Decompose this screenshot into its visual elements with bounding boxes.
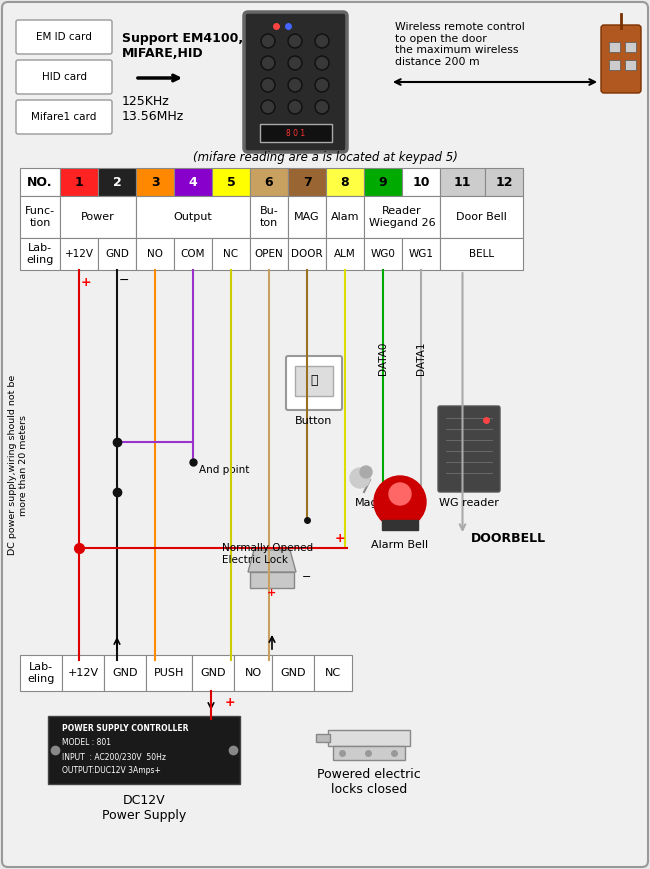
Text: DOOR: DOOR bbox=[291, 249, 323, 259]
Bar bbox=[146, 655, 192, 691]
Text: 2: 2 bbox=[112, 176, 122, 189]
Circle shape bbox=[317, 57, 328, 69]
Text: GND: GND bbox=[105, 249, 129, 259]
Text: Func-
tion: Func- tion bbox=[25, 206, 55, 228]
Bar bbox=[60, 238, 98, 270]
FancyBboxPatch shape bbox=[286, 356, 342, 410]
FancyBboxPatch shape bbox=[16, 60, 112, 94]
Bar bbox=[62, 655, 104, 691]
Text: WG1: WG1 bbox=[408, 249, 434, 259]
Text: 12: 12 bbox=[495, 176, 513, 189]
Text: COM: COM bbox=[181, 249, 205, 259]
FancyBboxPatch shape bbox=[244, 12, 347, 152]
Bar bbox=[250, 196, 288, 238]
FancyBboxPatch shape bbox=[16, 20, 112, 54]
Text: BELL: BELL bbox=[469, 249, 494, 259]
Circle shape bbox=[315, 56, 329, 70]
Bar bbox=[260, 124, 332, 142]
Text: Alarm Bell: Alarm Bell bbox=[371, 540, 428, 550]
Bar bbox=[192, 655, 234, 691]
Text: 125KHz
13.56MHz: 125KHz 13.56MHz bbox=[122, 95, 184, 123]
Bar bbox=[98, 168, 136, 196]
Text: DOORBELL: DOORBELL bbox=[471, 532, 545, 545]
Text: 8: 8 bbox=[341, 176, 349, 189]
Bar bbox=[328, 730, 410, 746]
Circle shape bbox=[288, 100, 302, 114]
Bar bbox=[364, 238, 402, 270]
Text: 4: 4 bbox=[188, 176, 198, 189]
Bar bbox=[60, 168, 98, 196]
Bar bbox=[625, 60, 636, 70]
Circle shape bbox=[261, 34, 275, 48]
Text: +: + bbox=[267, 588, 277, 598]
Circle shape bbox=[317, 79, 328, 90]
Text: 11: 11 bbox=[454, 176, 471, 189]
Text: Magnetic: Magnetic bbox=[355, 498, 406, 508]
Bar bbox=[48, 716, 240, 784]
Text: NO.: NO. bbox=[27, 176, 53, 189]
Circle shape bbox=[317, 102, 328, 112]
Polygon shape bbox=[248, 550, 296, 572]
Text: 6: 6 bbox=[265, 176, 273, 189]
Bar bbox=[174, 238, 212, 270]
Circle shape bbox=[263, 36, 274, 47]
Text: 5: 5 bbox=[227, 176, 235, 189]
Text: +: + bbox=[335, 532, 346, 545]
Circle shape bbox=[350, 468, 370, 488]
Bar bbox=[288, 238, 326, 270]
Text: NC: NC bbox=[325, 668, 341, 678]
Text: 🔑: 🔑 bbox=[310, 374, 318, 387]
Text: 10: 10 bbox=[412, 176, 430, 189]
Bar bbox=[295, 366, 333, 396]
Text: Output: Output bbox=[174, 212, 213, 222]
Bar bbox=[212, 238, 250, 270]
Text: NO: NO bbox=[244, 668, 261, 678]
Circle shape bbox=[289, 57, 300, 69]
Text: GND: GND bbox=[112, 668, 138, 678]
Text: PUSH: PUSH bbox=[154, 668, 184, 678]
Circle shape bbox=[389, 483, 411, 505]
Bar bbox=[136, 238, 174, 270]
Text: Power: Power bbox=[81, 212, 115, 222]
Bar bbox=[20, 196, 60, 238]
Text: MODEL : 801: MODEL : 801 bbox=[62, 738, 111, 747]
Bar bbox=[288, 168, 326, 196]
Bar bbox=[625, 42, 636, 52]
Text: WG reader: WG reader bbox=[439, 498, 499, 508]
Circle shape bbox=[263, 102, 274, 112]
Text: DC12V
Power Supply: DC12V Power Supply bbox=[102, 794, 186, 822]
Bar bbox=[136, 168, 174, 196]
Text: DATA0: DATA0 bbox=[378, 342, 388, 375]
Text: Support EM4100,
MIFARE,HID: Support EM4100, MIFARE,HID bbox=[122, 32, 243, 60]
Text: Alam: Alam bbox=[331, 212, 359, 222]
Circle shape bbox=[288, 78, 302, 92]
Text: −: − bbox=[119, 274, 129, 287]
Text: OPEN: OPEN bbox=[255, 249, 283, 259]
FancyBboxPatch shape bbox=[601, 25, 641, 93]
Circle shape bbox=[315, 78, 329, 92]
Bar bbox=[104, 655, 146, 691]
FancyBboxPatch shape bbox=[438, 406, 500, 492]
Text: Powered electric
locks closed: Powered electric locks closed bbox=[317, 768, 421, 796]
Bar bbox=[212, 168, 250, 196]
Circle shape bbox=[263, 57, 274, 69]
Circle shape bbox=[261, 78, 275, 92]
Text: Lab-
eling: Lab- eling bbox=[27, 662, 55, 684]
Circle shape bbox=[315, 100, 329, 114]
Bar bbox=[316, 734, 330, 742]
Circle shape bbox=[288, 56, 302, 70]
Text: Door Bell: Door Bell bbox=[456, 212, 507, 222]
Bar bbox=[333, 746, 405, 760]
Text: NO: NO bbox=[147, 249, 163, 259]
Bar bbox=[60, 196, 136, 238]
Bar bbox=[326, 168, 364, 196]
Bar bbox=[20, 238, 60, 270]
Text: Wireless remote control
to open the door
the maximum wireless
distance 200 m: Wireless remote control to open the door… bbox=[395, 22, 525, 67]
Text: 8 0 1: 8 0 1 bbox=[287, 129, 305, 137]
Bar bbox=[382, 520, 418, 530]
Bar bbox=[440, 168, 485, 196]
FancyBboxPatch shape bbox=[16, 100, 112, 134]
Text: OUTPUT:DUC12V 3Amps+: OUTPUT:DUC12V 3Amps+ bbox=[62, 766, 161, 775]
Bar bbox=[250, 572, 294, 588]
